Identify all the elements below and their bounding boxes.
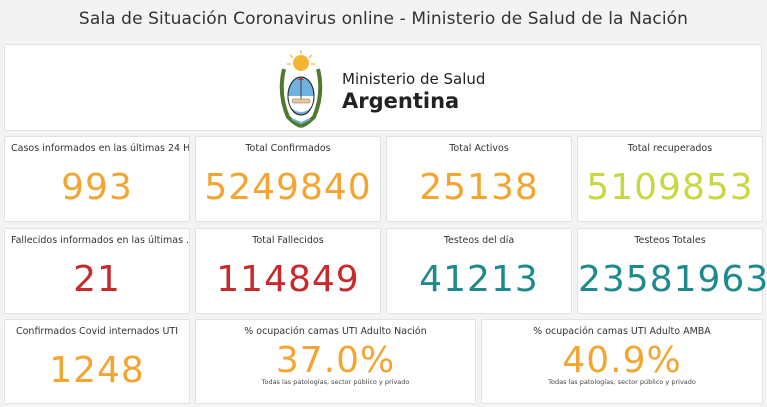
card-value: 5109853 xyxy=(586,167,754,208)
card-label: % ocupación camas UTI Adulto Nación xyxy=(244,326,427,337)
card-label: Total Activos xyxy=(449,143,509,154)
card-subtitle: Todas las patologías, sector público y p… xyxy=(261,378,410,386)
card-tests-total: Testeos Totales 23581963 xyxy=(577,228,767,314)
card-value: 993 xyxy=(61,167,133,208)
card-total-deaths: Total Fallecidos 114849 xyxy=(195,228,381,314)
card-icu-covid: Confirmados Covid internados UTI 1248 xyxy=(4,319,190,404)
card-tests-day: Testeos del día 41213 xyxy=(386,228,572,314)
card-deaths-24h: Fallecidos informados en las últimas ...… xyxy=(4,228,190,314)
card-label: % ocupación camas UTI Adulto AMBA xyxy=(533,326,711,337)
card-label: Fallecidos informados en las últimas ... xyxy=(11,235,189,246)
coat-of-arms-icon xyxy=(279,50,323,128)
card-cases-24h: Casos informados en las últimas 24 Hs 99… xyxy=(4,136,190,222)
card-label: Total recuperados xyxy=(627,143,713,154)
card-value: 21 xyxy=(73,259,121,300)
card-value: 41213 xyxy=(419,259,539,300)
card-label: Casos informados en las últimas 24 Hs xyxy=(11,143,189,154)
ministry-line1: Ministerio de Salud xyxy=(342,70,486,88)
card-icu-occupancy-amba: % ocupación camas UTI Adulto AMBA 40.9% … xyxy=(481,319,763,404)
card-value: 5249840 xyxy=(204,167,372,208)
card-value: 1248 xyxy=(49,350,145,391)
card-value: 25138 xyxy=(419,167,539,208)
card-total-active: Total Activos 25138 xyxy=(386,136,572,222)
card-label: Confirmados Covid internados UTI xyxy=(15,326,178,337)
card-value: 23581963 xyxy=(578,259,767,300)
card-label: Testeos Totales xyxy=(634,235,706,246)
ministry-line2: Argentina xyxy=(342,89,460,113)
page-title: Sala de Situación Coronavirus online - M… xyxy=(78,9,689,29)
card-label: Testeos del día xyxy=(443,235,515,246)
card-value: 114849 xyxy=(216,259,360,300)
ministry-name: Ministerio de Salud Argentina xyxy=(342,70,485,113)
card-value: 40.9% xyxy=(562,340,682,381)
card-label: Total Fallecidos xyxy=(252,235,324,246)
card-total-confirmed: Total Confirmados 5249840 xyxy=(195,136,381,222)
card-value: 37.0% xyxy=(275,340,396,381)
ministry-logo-banner: Ministerio de Salud Argentina xyxy=(4,44,762,131)
card-subtitle: Todas las patologías, sector público y p… xyxy=(548,378,696,386)
card-total-recovered: Total recuperados 5109853 xyxy=(577,136,763,222)
card-icu-occupancy-nation: % ocupación camas UTI Adulto Nación 37.0… xyxy=(195,319,476,404)
card-label: Total Confirmados xyxy=(245,143,331,154)
